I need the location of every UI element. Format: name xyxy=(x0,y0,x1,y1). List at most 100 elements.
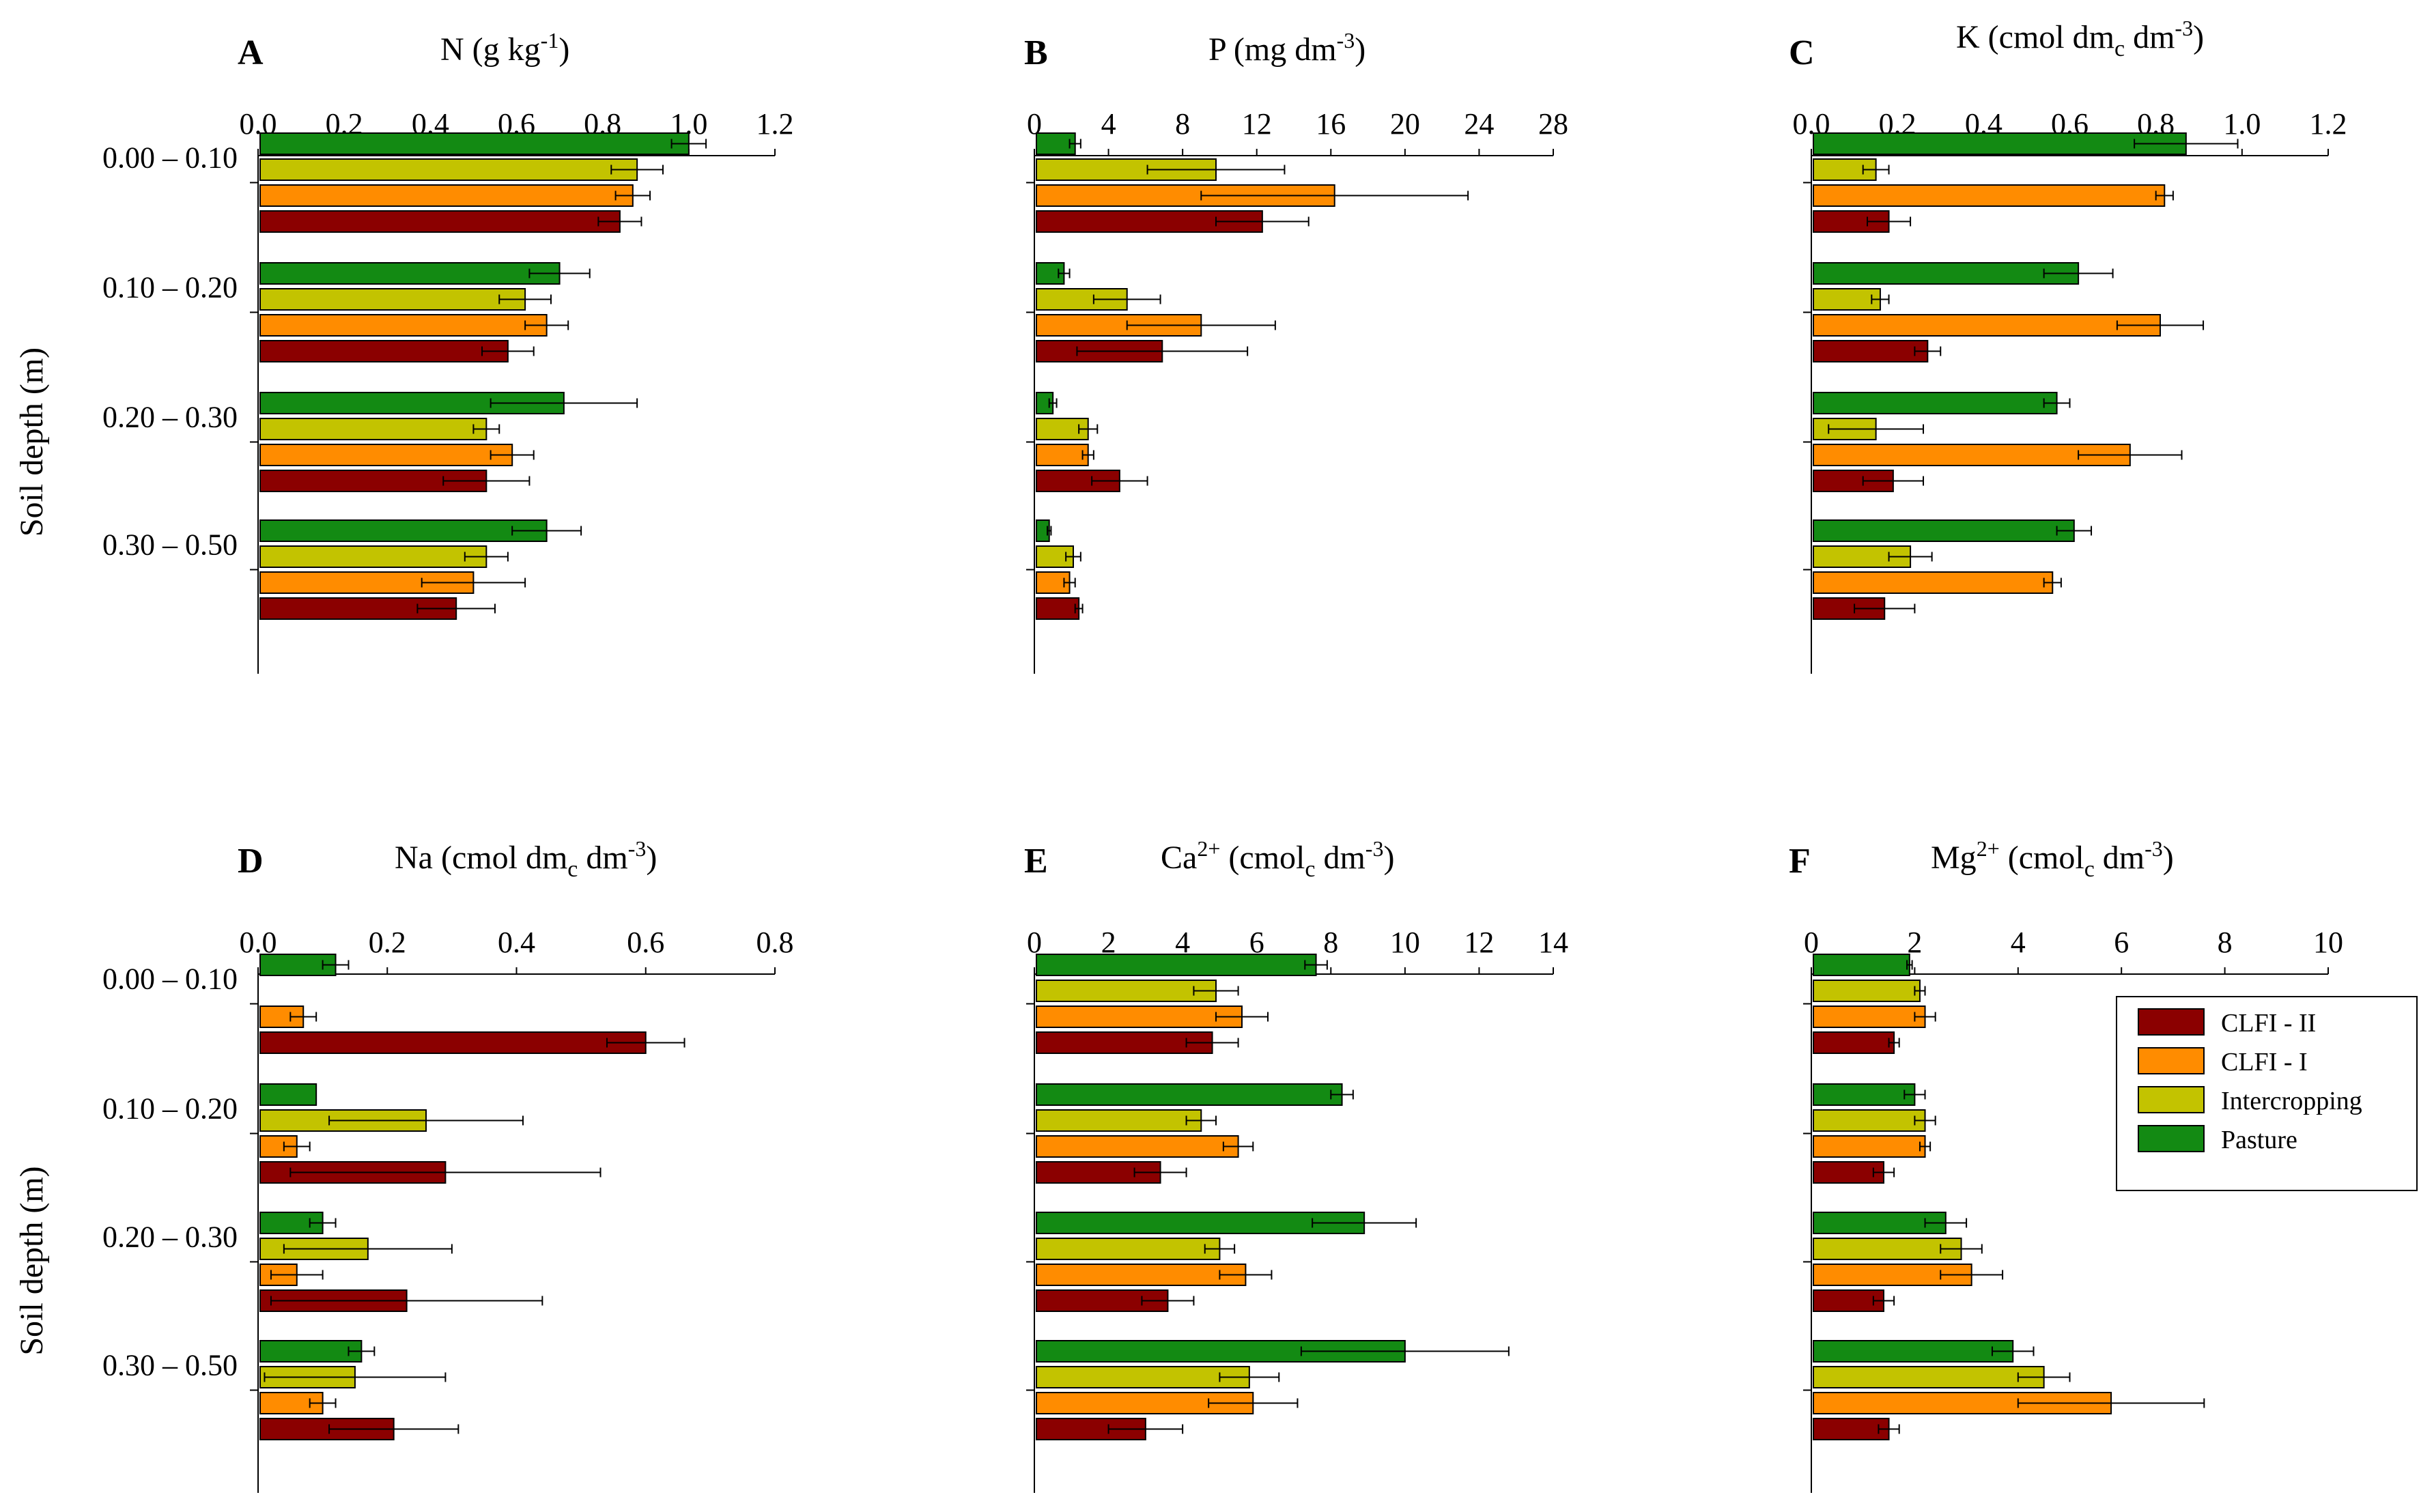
bar-pasture xyxy=(259,1340,363,1363)
x-tick-label: 0 xyxy=(1027,926,1042,959)
y-tick-label: 0.20 – 0.30 xyxy=(102,1221,238,1254)
panel-letter: C xyxy=(1789,33,1815,72)
bar-pasture xyxy=(1813,1212,1947,1234)
title-mid: dm xyxy=(578,840,627,876)
x-tick-label: 4 xyxy=(1175,926,1190,959)
chart-panel-e: E Ca2+ (cmolc dm-3) 0 2 4 6 8 10 12 14 xyxy=(1024,836,1568,1493)
bar-clfi-i xyxy=(259,184,634,207)
bar-pasture xyxy=(1813,1340,2014,1363)
bar-intercropping xyxy=(1813,288,1881,311)
x-tick-label: 1.2 xyxy=(2310,107,2347,141)
chart-panel-b: B P (mg dm-3) 0 4 8 12 16 20 24 28 xyxy=(1024,28,1568,674)
bar-clfi-ii xyxy=(1036,597,1080,620)
bar-pasture xyxy=(1813,132,2187,155)
bar-pasture xyxy=(1036,1083,1343,1106)
bar-clfi-i xyxy=(1813,1135,1926,1158)
bar-clfi-i xyxy=(1813,1005,1926,1028)
bar-intercropping xyxy=(1036,980,1217,1002)
title-superscript: -3 xyxy=(2175,16,2193,40)
bar-intercropping xyxy=(259,288,526,311)
bar-clfi-ii xyxy=(259,340,509,362)
x-tick-label: 0 xyxy=(1804,926,1819,959)
x-tick-label: 24 xyxy=(1464,107,1494,141)
x-tick-label: 2 xyxy=(1907,926,1922,959)
x-tick-label: 8 xyxy=(2218,926,2233,959)
bar-clfi-ii xyxy=(1036,1031,1213,1054)
x-tick-label: 0.4 xyxy=(498,926,535,959)
x-tick-label: 10 xyxy=(2313,926,2343,959)
panel-letter: B xyxy=(1024,33,1048,72)
bar-clfi-i xyxy=(1813,444,2131,466)
y-tick-label: 0.10 – 0.20 xyxy=(102,1092,238,1126)
x-tick-label: 0 xyxy=(1027,107,1042,141)
bar-clfi-i xyxy=(1036,184,1335,207)
bar-clfi-ii xyxy=(259,210,621,233)
x-tick-label: 6 xyxy=(1249,926,1264,959)
title-superscript: 2+ xyxy=(1197,836,1220,861)
bar-clfi-i xyxy=(1036,1005,1243,1028)
bar-pasture xyxy=(1813,262,2080,285)
title-mid: dm xyxy=(2065,19,2114,55)
title-subscript: c xyxy=(567,857,578,882)
title-tail: ) xyxy=(1355,31,1365,68)
y-tick-label: 0.00 – 0.10 xyxy=(102,141,238,175)
bar-clfi-i xyxy=(1813,314,2161,337)
panel-title: Mg2+ (cmolc dm-3) xyxy=(1931,836,2174,882)
x-tick-label: 0.0 xyxy=(240,926,277,959)
bar-intercropping xyxy=(1036,1366,1250,1388)
y-tick-label: 0.30 – 0.50 xyxy=(102,528,238,562)
title-mid: (cmol xyxy=(1220,840,1305,876)
bar-clfi-i xyxy=(259,314,548,337)
panel-title: Na (cmol dmc dm-3) xyxy=(395,836,657,882)
title-superscript: -3 xyxy=(628,836,647,861)
x-tick-label: 0.2 xyxy=(369,926,406,959)
panel-letter: F xyxy=(1789,842,1811,881)
title-tail: ) xyxy=(2163,840,2174,876)
title-superscript: -3 xyxy=(1337,28,1355,53)
bar-pasture xyxy=(259,262,561,285)
bar-pasture xyxy=(1813,954,1910,976)
panel-letter: A xyxy=(238,33,264,72)
bar-pasture xyxy=(259,132,690,155)
chart-panel-d: D Na (cmol dmc dm-3)0.0 0.2 0.4 0.6 0.80.00 –… xyxy=(14,836,794,1493)
title-superscript: -1 xyxy=(541,28,559,53)
y-tick-label: 0.10 – 0.20 xyxy=(102,271,238,304)
legend-swatch-clfi-ii xyxy=(2138,1008,2205,1036)
panel-title: N (g kg-1) xyxy=(440,28,569,68)
y-tick-label: 0.20 – 0.30 xyxy=(102,401,238,434)
bar-clfi-ii xyxy=(1813,1418,1890,1440)
x-tick-label: 0.8 xyxy=(756,926,794,959)
panel-letter: D xyxy=(238,842,264,881)
x-tick-label: 2 xyxy=(1101,926,1116,959)
bar-pasture xyxy=(1036,954,1317,976)
bar-clfi-ii xyxy=(1813,1031,1895,1054)
panel-letter: E xyxy=(1024,842,1048,881)
x-tick-label: 10 xyxy=(1390,926,1420,959)
title-mid: dm xyxy=(2095,840,2145,876)
bar-intercropping xyxy=(259,418,487,440)
x-tick-label: 8 xyxy=(1175,107,1190,141)
title-base: N (g kg xyxy=(440,31,541,68)
bar-intercropping xyxy=(259,158,638,181)
bar-intercropping xyxy=(259,545,487,568)
panel-title: K (cmol dmc dm-3) xyxy=(1956,16,2204,61)
bar-clfi-i xyxy=(259,444,513,466)
y-axis-label: Soil depth (m) xyxy=(14,1166,50,1355)
legend-label: Pasture xyxy=(2221,1126,2297,1154)
x-tick-label: 16 xyxy=(1316,107,1346,141)
bar-clfi-ii xyxy=(1813,1161,1884,1184)
x-tick-label: 6 xyxy=(2114,926,2129,959)
bar-intercropping xyxy=(1036,1109,1202,1132)
title-base: Na (cmol xyxy=(395,840,518,876)
title-tail: ) xyxy=(558,31,569,68)
x-tick-label: 0.6 xyxy=(627,926,664,959)
title-base: K (cmol xyxy=(1956,19,2065,55)
bar-intercropping xyxy=(1813,1366,2045,1388)
bar-intercropping xyxy=(1813,1238,1962,1260)
x-tick-label: 20 xyxy=(1390,107,1420,141)
y-axis-label: Soil depth (m) xyxy=(14,347,50,537)
title-mid: (cmol xyxy=(2000,840,2084,876)
title-superscript: -3 xyxy=(1365,836,1384,861)
